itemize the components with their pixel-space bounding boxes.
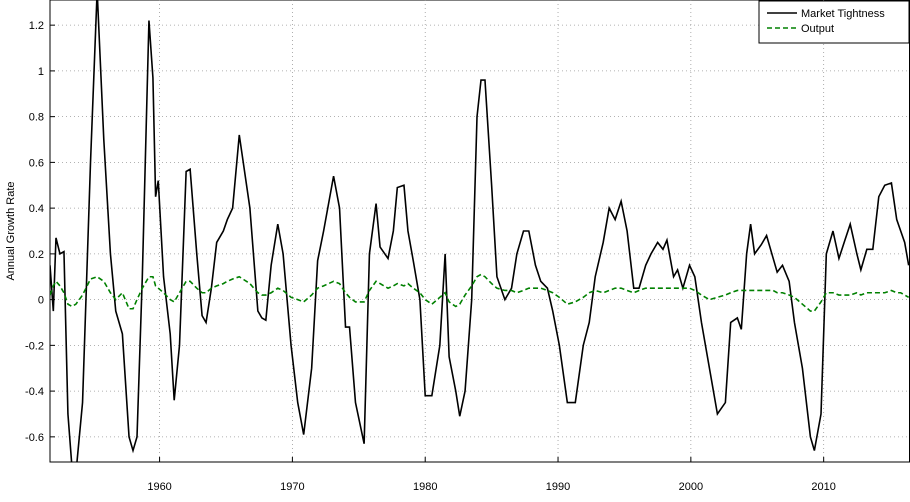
x-tick-label: 1970 (280, 481, 304, 493)
legend-label: Output (801, 23, 834, 35)
y-axis-label: Annual Growth Rate (5, 181, 17, 280)
y-tick-label: 0.8 (29, 112, 44, 124)
x-tick-label: 1990 (546, 481, 570, 493)
plot-area (49, 0, 910, 463)
y-tick-label: 0 (38, 295, 44, 307)
series-line (50, 273, 910, 312)
series-line (50, 0, 910, 462)
x-tick-label: 1980 (413, 481, 437, 493)
y-tick-label: 1 (38, 66, 44, 78)
plot-lines (50, 0, 910, 462)
x-tick-label: 1960 (147, 481, 171, 493)
y-tick-label: -0.6 (25, 432, 44, 444)
y-tick-label: -0.2 (25, 340, 44, 352)
x-tick-label: 2000 (679, 481, 703, 493)
y-tick-label: -0.4 (25, 386, 44, 398)
legend-label: Market Tightness (801, 8, 885, 20)
y-tick-label: 0.2 (29, 249, 44, 261)
y-tick-label: 1.2 (29, 20, 44, 32)
x-tick-label: 2010 (811, 481, 835, 493)
legend-box (758, 0, 910, 44)
y-tick-label: 0.6 (29, 157, 44, 169)
y-tick-label: 0.4 (29, 203, 44, 215)
